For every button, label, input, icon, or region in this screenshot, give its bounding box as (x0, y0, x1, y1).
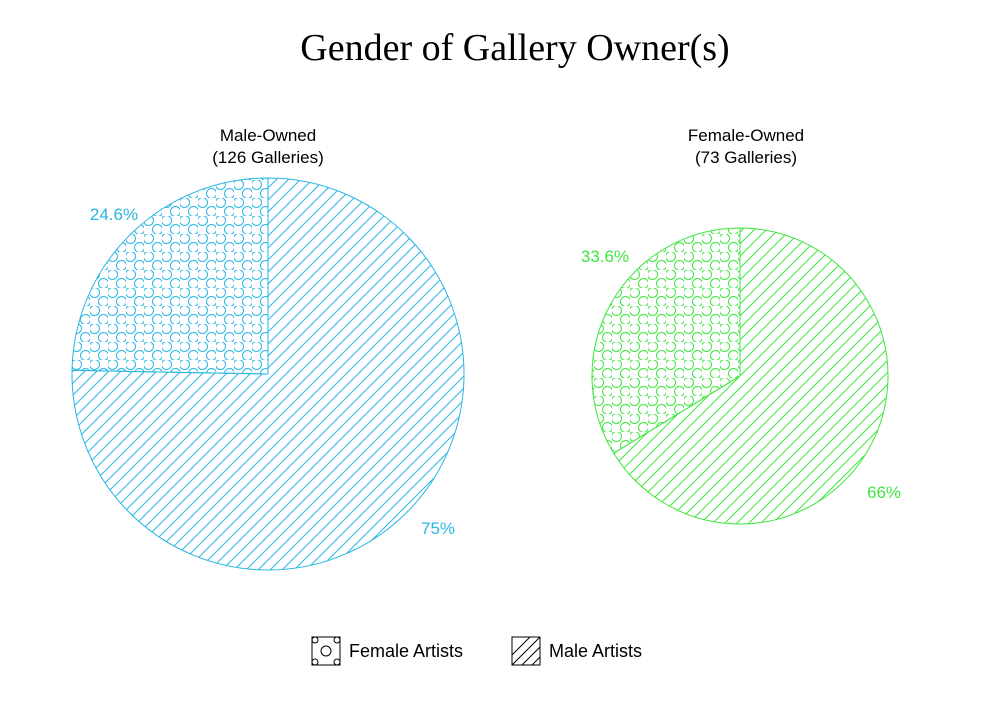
slice-percent-label: 75% (421, 519, 455, 538)
pie-1: Female-Owned (73 Galleries) 33.6% 66% (581, 126, 901, 525)
pie-title-line: (73 Galleries) (695, 148, 797, 167)
pie-slice-male-artists (71, 177, 465, 571)
pie-slice-female-artists (591, 227, 741, 454)
pie-slice-female-artists (71, 177, 269, 375)
slice-percent-label: 24.6% (90, 205, 138, 224)
slice-percent-label: 33.6% (581, 247, 629, 266)
chart-title: Gender of Gallery Owner(s) (300, 27, 730, 69)
slice-percent-label: 66% (867, 483, 901, 502)
legend: Female Artists Male Artists (0, 636, 1000, 666)
legend-item-male-artists: Male Artists (511, 636, 642, 666)
legend-swatch-circles (311, 636, 341, 666)
legend-item-female-artists: Female Artists (311, 636, 463, 666)
pie-title-line: (126 Galleries) (212, 148, 324, 167)
pie-0: Male-Owned (126 Galleries) 24.6% 75% (71, 126, 465, 571)
pie-title-line: Female-Owned (688, 126, 804, 145)
legend-swatch-diagonal-lines (511, 636, 541, 666)
pie-title-line: Male-Owned (220, 126, 316, 145)
pie-slice-male-artists (613, 227, 889, 525)
legend-label-female-artists: Female Artists (349, 640, 464, 661)
legend-label-male-artists: Male Artists (549, 640, 643, 661)
